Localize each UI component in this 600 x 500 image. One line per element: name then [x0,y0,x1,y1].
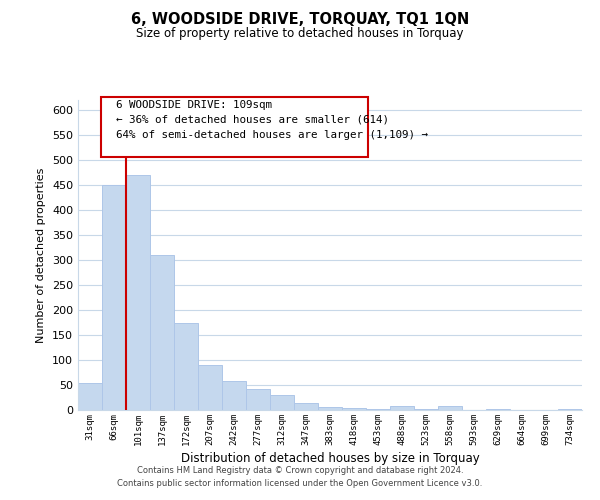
Bar [342,408,366,410]
Y-axis label: Number of detached properties: Number of detached properties [37,168,46,342]
Bar [198,365,222,410]
Bar [270,395,294,410]
Bar [222,381,246,410]
Bar [438,406,462,410]
Text: Contains HM Land Registry data © Crown copyright and database right 2024.
Contai: Contains HM Land Registry data © Crown c… [118,466,482,487]
Bar [150,255,174,410]
Bar [102,185,126,410]
Text: 6 WOODSIDE DRIVE: 109sqm
← 36% of detached houses are smaller (614)
64% of semi-: 6 WOODSIDE DRIVE: 109sqm ← 36% of detach… [116,100,428,140]
Bar [414,409,438,410]
Bar [558,409,582,410]
Bar [366,409,390,410]
Bar [486,409,510,410]
Bar [174,322,198,410]
Text: Size of property relative to detached houses in Torquay: Size of property relative to detached ho… [136,28,464,40]
Bar [246,389,270,410]
Bar [294,402,318,410]
X-axis label: Distribution of detached houses by size in Torquay: Distribution of detached houses by size … [181,452,479,465]
Bar [390,406,414,410]
Bar [318,406,342,410]
Bar [78,382,102,410]
Text: 6, WOODSIDE DRIVE, TORQUAY, TQ1 1QN: 6, WOODSIDE DRIVE, TORQUAY, TQ1 1QN [131,12,469,28]
Bar [126,175,150,410]
FancyBboxPatch shape [101,97,368,158]
